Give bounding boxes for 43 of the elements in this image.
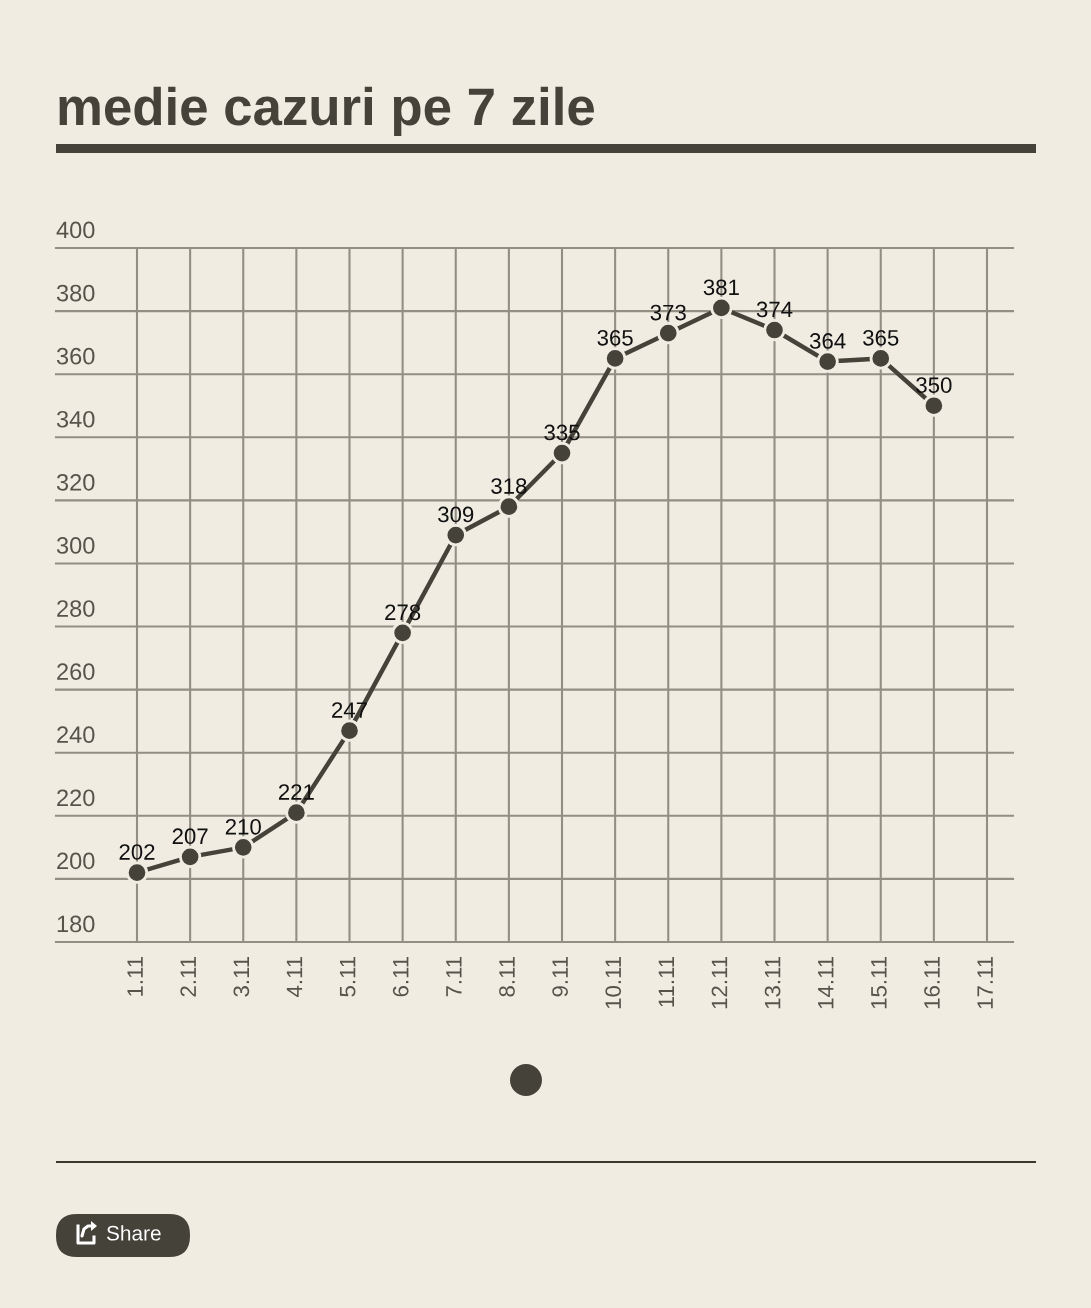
x-tick-label: 5.11 (339, 956, 356, 997)
data-label: 365 (863, 329, 899, 346)
y-tick-label: 280 (57, 600, 95, 617)
y-tick-label: 260 (57, 663, 95, 680)
data-label: 364 (809, 333, 846, 349)
x-tick-label: 11.11 (658, 956, 674, 1007)
y-tick-label: 220 (57, 789, 95, 807)
y-tick-label: 340 (56, 410, 95, 428)
text: Share (106, 1225, 161, 1241)
x-tick-label: 7.11 (446, 956, 462, 997)
x-tick-label: 15.11 (871, 956, 887, 1009)
y-tick-label: 180 (57, 915, 95, 933)
x-tick-label: 3.11 (233, 956, 250, 997)
data-label: 202 (119, 844, 155, 860)
y-tick-label: 320 (56, 473, 95, 491)
data-label: 210 (225, 818, 261, 835)
x-tick-label: 14.11 (818, 956, 834, 1009)
data-label: 309 (438, 506, 474, 523)
x-tick-label: 1.11 (127, 956, 143, 996)
y-tick-label: 360 (56, 347, 95, 365)
data-label: 318 (491, 478, 527, 494)
y-tick-label: 400 (56, 221, 95, 239)
y-tick-label: 300 (56, 537, 95, 554)
y-tick-label: 200 (57, 852, 95, 870)
y-tick-label: 380 (56, 284, 95, 302)
data-label: 373 (650, 304, 686, 321)
data-label: 350 (916, 377, 952, 393)
data-label: 207 (172, 828, 208, 845)
x-tick-label: 4.11 (286, 956, 303, 997)
data-label: 374 (756, 301, 793, 318)
data-label: 365 (597, 329, 633, 346)
data-label: 381 (703, 279, 739, 296)
x-tick-label: 12.11 (711, 956, 728, 1009)
y-tick-label: 240 (57, 726, 95, 744)
x-tick-label: 16.11 (924, 956, 940, 1009)
chart-title: medie cazuri pe 7 zile (59, 86, 594, 136)
x-tick-label: 17.11 (977, 956, 993, 1009)
x-tick-label: 9.11 (552, 956, 568, 997)
x-tick-label: 10.11 (605, 956, 622, 1009)
x-tick-label: 8.11 (499, 956, 515, 997)
x-tick-label: 2.11 (180, 956, 196, 997)
x-tick-label: 13.11 (764, 956, 781, 1009)
x-tick-label: 6.11 (392, 956, 409, 997)
